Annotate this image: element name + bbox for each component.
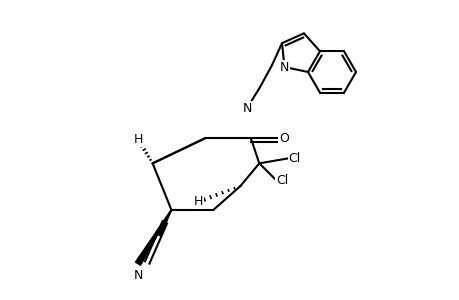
Text: N: N bbox=[279, 61, 289, 74]
Polygon shape bbox=[135, 210, 171, 265]
Text: H: H bbox=[194, 195, 203, 208]
Text: N: N bbox=[133, 269, 142, 282]
Polygon shape bbox=[155, 210, 171, 236]
Text: Cl: Cl bbox=[288, 152, 300, 165]
Text: H: H bbox=[133, 133, 142, 146]
Text: O: O bbox=[279, 132, 289, 145]
Text: N: N bbox=[242, 102, 251, 115]
Text: Cl: Cl bbox=[275, 173, 288, 187]
